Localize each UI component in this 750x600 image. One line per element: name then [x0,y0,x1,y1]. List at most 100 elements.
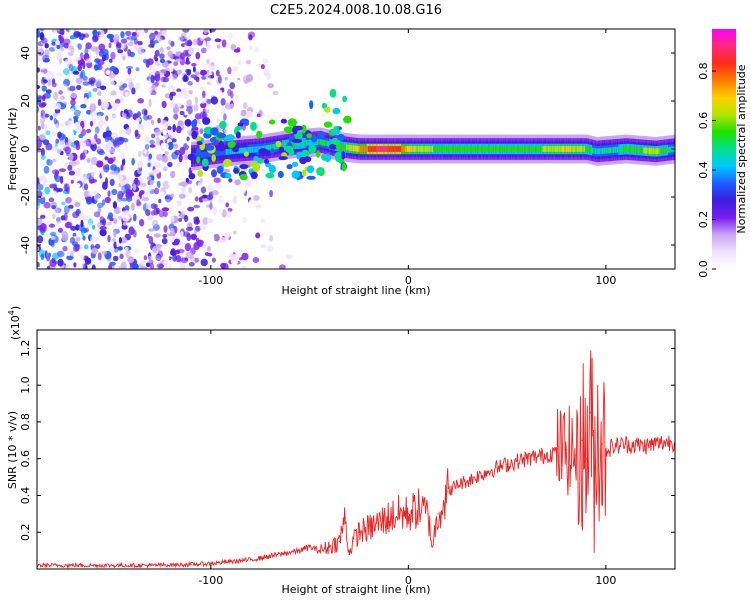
spectrogram-ridge-cell [550,146,553,152]
spectrogram-ridge-cell [506,146,509,152]
spectrogram-feature-blob [243,151,249,157]
spectrogram-x-ticks: -100 0 100 [198,29,616,287]
spectrogram-noise-blob [133,221,137,229]
spectrogram-noise-blob [228,178,233,183]
spectrogram-noise-blob [115,103,120,107]
spectrogram-noise-blob [61,201,66,206]
spectrogram-noise-blob [96,160,104,168]
spectrogram-noise-blob [120,31,125,39]
spectrogram-noise-blob [39,29,45,32]
spectrogram-ridge-cell [196,152,199,159]
spectrogram-feature-blob [335,143,341,150]
spectrogram-ridge-cell [466,146,468,152]
spectrogram-noise-blob [68,64,74,72]
spectrogram-noise-blob [195,52,201,60]
snr-y-tick-label: 0.2 [19,523,32,541]
spectrogram-noise-blob [201,47,207,54]
snr-x-axis-label: Height of straight line (km) [281,583,430,596]
spectrogram-noise-blob [194,225,201,232]
spectrogram-ridge-cell [477,146,480,152]
spectrogram-noise-blob [148,236,154,245]
spectrogram-ridge-cell [271,144,274,151]
spectrogram-noise-blob [123,221,128,226]
spectrogram-ridge-cell [546,146,549,152]
spectrogram-ridge-cell [658,148,661,154]
spectrogram-noise-blob [206,41,211,50]
spectrogram-noise-blob [220,98,226,106]
spectrogram-noise-blob [78,213,85,218]
spectrogram-ridge-cell [419,146,421,152]
spectrogram-noise-blob [52,213,56,220]
spectrogram-feature-blob [306,165,315,174]
spectrogram-noise-blob [105,164,110,171]
spectrogram-noise-blob [75,236,81,242]
spectrogram-noise-blob [75,183,81,188]
spectrogram-noise-blob [107,212,114,220]
spectrogram-noise-blob [175,249,181,255]
snr-data-point [546,454,548,456]
spectrogram-noise-blob [135,82,141,90]
spectrogram-feature-blob [235,131,241,139]
spectrogram-ridge-cell [657,148,659,155]
spectrogram-noise-blob [60,123,65,128]
spectrogram-noise-blob [67,251,71,257]
spectrogram-noise-blob [181,186,187,193]
spectrogram-ridge-cell [564,146,567,152]
spectrogram-noise-blob [118,237,122,244]
spectrogram-ridge-cell [574,146,576,152]
spectrogram-noise-blob [96,138,101,145]
spectrogram-ridge-cell [510,146,513,152]
spectrogram-noise-blob [198,196,204,203]
spectrogram-noise-blob [89,103,97,112]
spectrogram-noise-blob [126,196,133,202]
spectrogram-ridge-cell [350,145,352,151]
spectrogram-ridge-cell [304,140,307,146]
spectrogram-noise-blob [56,216,62,224]
spectrogram-feature-blob [250,121,257,131]
spectrogram-ridge-cell [612,147,615,153]
spectrogram-ridge-cell [377,146,380,152]
spectrogram-noise-blob [195,237,200,243]
spectrogram-feature-blob [196,156,201,164]
spectrogram-noise-blob [105,70,111,76]
spectrogram-ridge-cell [625,146,627,152]
spectrogram-feature-blob [216,165,224,174]
spectrogram-noise-blob [131,87,136,95]
spectrogram-feature-blob [324,153,332,163]
spectrogram-ridge-cell [412,146,415,152]
spectrogram-ridge-cell [451,146,453,152]
spectrogram-ridge-cell [579,146,582,152]
spectrogram-noise-blob [202,217,209,225]
spectrogram-noise-blob [167,181,174,187]
spectrogram-noise-blob [206,60,212,66]
spectrogram-noise-blob [153,54,158,60]
spectrogram-noise-blob [42,79,48,84]
spectrogram-noise-blob [183,214,189,223]
spectrogram-ridge-cell [409,146,412,152]
spectrogram-noise-blob [250,219,255,228]
spectrogram-noise-blob [158,209,165,218]
spectrogram-ridge-cell [492,146,495,152]
spectrogram-noise-blob [256,113,261,118]
spectrogram-noise-blob [159,53,165,59]
spectrogram-noise-blob [53,91,59,101]
spectrogram-noise-blob [170,101,176,109]
spectrogram-noise-blob [77,43,82,50]
spectrogram-noise-blob [175,58,183,63]
spectrogram-ridge-cell [569,146,572,152]
spectrogram-ridge-cell [249,147,251,153]
spectrogram-x-tick-label: 100 [595,274,616,287]
spectrogram-panel: 40 20 0 -20 -40 -100 0 100 Height of straight … [6,28,676,297]
spectrogram-ridge-cell [424,146,427,152]
spectrogram-noise-blob [166,46,171,51]
spectrogram-ridge-cell [246,147,249,153]
spectrogram-ridge-cell [581,146,583,152]
spectrogram-ridge-cell [428,146,431,152]
spectrogram-noise-blob [162,211,168,218]
spectrogram-ridge-cell [543,146,546,152]
spectrogram-noise-blob [97,114,102,121]
spectrogram-ridge-cell [662,147,665,154]
spectrogram-feature-blob [277,170,284,179]
spectrogram-ridge-cell [576,146,579,152]
spectrogram-noise-blob [203,29,209,34]
